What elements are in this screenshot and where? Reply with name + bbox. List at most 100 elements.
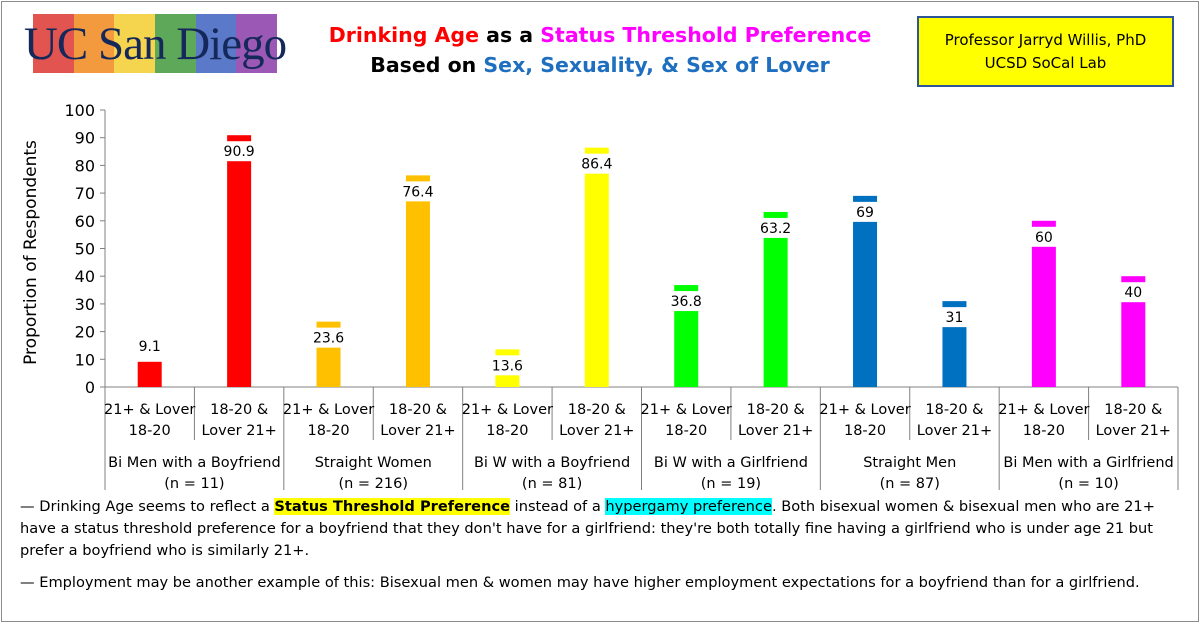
credit-name: Professor Jarryd Willis, PhD [944, 30, 1147, 49]
category-label-line1: 18-20 & [747, 402, 805, 418]
category-label-line2: Lover 21+ [201, 423, 276, 439]
data-label: 23.6 [313, 331, 344, 347]
group-label: Straight Men [863, 455, 956, 471]
logo-stripe [114, 14, 156, 73]
y-tick-label: 80 [75, 156, 95, 175]
data-label-box [306, 327, 351, 348]
bar [227, 135, 252, 387]
data-label: 60 [1035, 230, 1053, 246]
note-1-intro: — Drinking Age seems to reflect a [20, 498, 275, 515]
data-label: 76.4 [402, 184, 433, 200]
y-tick-label: 90 [75, 129, 95, 148]
title-line-2: Based on Sex, Sexuality, & Sex of Lover [300, 50, 900, 80]
category-label-line2: Lover 21+ [1096, 423, 1171, 439]
group-sample-size: (n = 19) [701, 476, 761, 492]
uc-san-diego-logo: UC San Diego [23, 14, 287, 73]
title-segment: as a [479, 23, 541, 47]
data-label-box [1030, 226, 1057, 247]
category-label-line1: 21+ & Lover [998, 402, 1089, 418]
bar [584, 147, 609, 387]
data-label-box [1120, 282, 1147, 303]
credit-box: Professor Jarryd Willis, PhD UCSD SoCal … [917, 16, 1174, 87]
group-sample-size: (n = 87) [880, 476, 940, 492]
note-1-rest: . Both bisexual women & bisexual men who… [20, 498, 1155, 559]
y-tick-label: 50 [75, 240, 95, 259]
category-label-line2: 18-20 [665, 423, 707, 439]
category-label-line2: Lover 21+ [738, 423, 813, 439]
logo-stripe [195, 14, 237, 73]
group-label: Bi W with a Girlfriend [654, 455, 808, 471]
category-label-line1: 21+ & Lover [104, 402, 195, 418]
note-2: — Employment may be another example of t… [20, 574, 1140, 591]
category-label-line2: 18-20 [129, 423, 171, 439]
category-label-line1: 18-20 & [389, 402, 447, 418]
bar [405, 175, 430, 387]
bar [853, 195, 878, 387]
note-1-middle: instead of a [510, 498, 606, 515]
category-label-line1: 21+ & Lover [283, 402, 374, 418]
group-label: Straight Women [315, 455, 432, 471]
data-label: 69 [856, 205, 874, 221]
y-axis-label: Proportion of Respondents [21, 140, 41, 365]
y-tick-label: 60 [75, 212, 95, 231]
note-1: — Drinking Age seems to reflect a Status… [20, 496, 1185, 562]
title-segment: Sex, Sexuality, & Sex of Lover [483, 53, 830, 77]
logo-stripe [73, 14, 115, 73]
y-tick-label: 40 [75, 267, 95, 286]
category-label-line2: 18-20 [844, 423, 886, 439]
logo-stripe [155, 14, 196, 73]
y-tick-label: 70 [75, 184, 95, 203]
group-label: Bi Men with a Boyfriend [108, 455, 281, 471]
data-label-box [395, 181, 440, 202]
data-label-box [664, 291, 709, 312]
title-line-1: Drinking Age as a Status Threshold Prefe… [300, 20, 900, 50]
group-sample-size: (n = 216) [338, 476, 408, 492]
data-label-box [485, 355, 530, 376]
category-label-line1: 21+ & Lover [462, 402, 553, 418]
status-threshold-highlight: Status Threshold Preference [274, 498, 511, 515]
data-label: 86.4 [581, 157, 612, 173]
category-label-line1: 18-20 & [1104, 402, 1162, 418]
data-label-box [217, 141, 262, 162]
y-tick-label: 10 [75, 350, 95, 369]
category-label-line1: 18-20 & [925, 402, 983, 418]
group-label: Bi Men with a Girlfriend [1003, 455, 1173, 471]
data-label-box [574, 153, 619, 174]
category-label-line2: 18-20 [486, 423, 528, 439]
data-label: 40 [1124, 285, 1142, 301]
category-label-line1: 21+ & Lover [819, 402, 910, 418]
group-label: Bi W with a Boyfriend [474, 455, 630, 471]
category-label-line1: 18-20 & [210, 402, 268, 418]
bar-chart: 0 10 20 30 40 50 60 70 80 90 100 Proportion of Resp… [21, 101, 1179, 492]
category-label-line2: 18-20 [1023, 423, 1065, 439]
data-label: 31 [946, 310, 964, 326]
bar [763, 211, 788, 387]
title-segment: Based on [370, 53, 484, 77]
group-sample-size: (n = 10) [1058, 476, 1118, 492]
chart-title: Drinking Age as a Status Threshold Prefe… [300, 20, 900, 80]
y-tick-label: 30 [75, 295, 95, 314]
bar [1031, 220, 1056, 387]
hypergamy-highlight: hypergamy preference [605, 498, 772, 515]
logo-stripe [33, 14, 74, 73]
title-segment: Status Threshold Preference [540, 23, 872, 47]
logo-stripe [236, 14, 278, 73]
data-label: 9.1 [139, 339, 161, 355]
data-label: 36.8 [671, 294, 702, 310]
data-label-box [852, 201, 879, 222]
data-label-box [132, 335, 168, 356]
category-label-line2: Lover 21+ [380, 423, 455, 439]
data-label-box [753, 217, 798, 238]
data-label: 13.6 [492, 358, 523, 374]
y-tick-label: 20 [75, 323, 95, 342]
category-label-line2: Lover 21+ [559, 423, 634, 439]
y-tick-label: 0 [85, 378, 95, 397]
bar [137, 361, 162, 387]
category-label-line2: Lover 21+ [917, 423, 992, 439]
notes: — Drinking Age seems to reflect a Status… [20, 496, 1185, 604]
data-label: 90.9 [224, 144, 255, 160]
data-label-box [941, 307, 968, 328]
logo-text: UC San Diego [23, 17, 287, 70]
title-segment: Drinking Age [328, 23, 479, 47]
